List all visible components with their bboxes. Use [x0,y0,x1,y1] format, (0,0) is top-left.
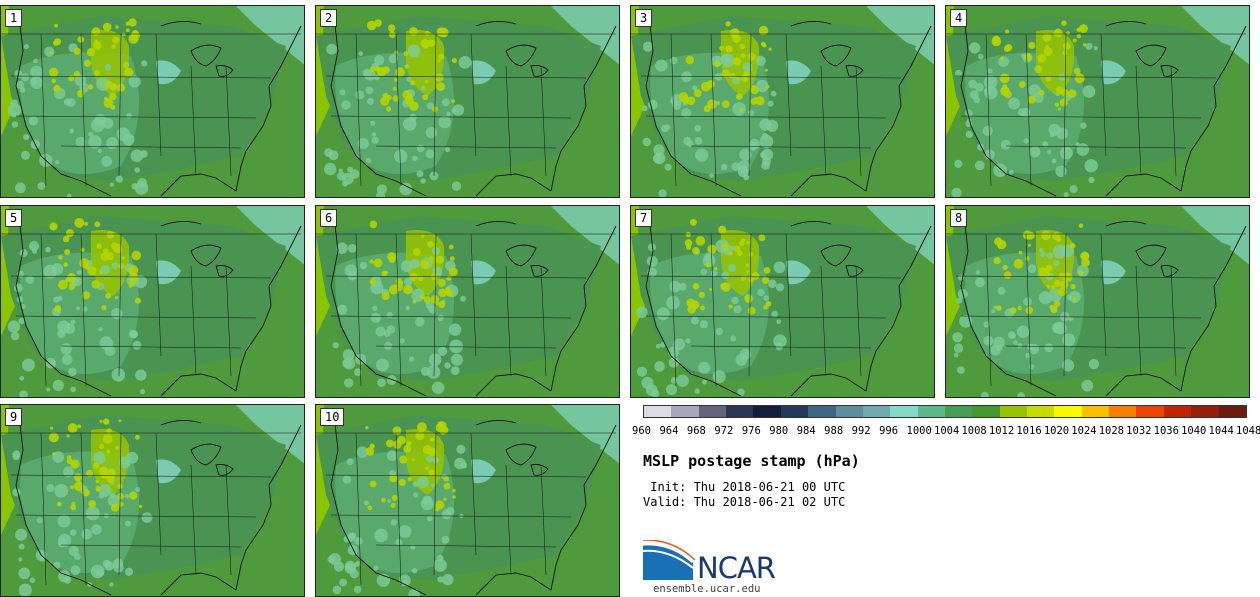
member-label: 8 [950,209,968,227]
colorbar-tick-label: 1004 [934,425,960,437]
member-map-8: 8 [945,205,1250,398]
colorbar-tick-label: 972 [714,425,734,437]
colorbar-ticks: 960 964 968 972 976 980 984 988 992 996 1000 1004 10… [631,425,1260,439]
colorbar-swatch [698,406,727,417]
member-map-4: 4 [945,5,1250,198]
colorbar-tick-label: 980 [769,425,789,437]
member-label: 6 [320,209,338,227]
colorbar-swatch [726,406,754,417]
member-label: 2 [320,9,338,27]
colorbar-swatch [1191,406,1219,417]
colorbar [643,405,1247,418]
member-label: 5 [5,209,23,227]
colorbar-tick-label: 964 [659,425,679,437]
colorbar-swatch [1027,406,1055,417]
init-time: Init: Thu 2018-06-21 00 UTC [643,480,846,494]
colorbar-tick-label: 1016 [1016,425,1042,437]
colorbar-tick-label: 984 [796,425,816,437]
colorbar-tick-label: 960 [632,425,651,437]
colorbar-swatch [1136,406,1164,417]
member-map-2: 2 [315,5,620,198]
member-map-7: 7 [630,205,935,398]
colorbar-tick-label: 1032 [1126,425,1152,437]
colorbar-tick-label: 1020 [1043,425,1070,437]
colorbar-swatch [753,406,781,417]
colorbar-swatch [780,406,809,417]
member-label: 4 [950,9,968,27]
colorbar-swatch [1163,406,1192,417]
member-label: 1 [5,9,23,27]
member-map-3: 3 [630,5,935,198]
colorbar-tick-label: 996 [879,425,899,437]
ncar-logo-text: NCAR [697,551,776,585]
member-map-10: 10 [315,404,620,597]
member-map-5: 5 [0,205,305,398]
colorbar-tick-label: 1040 [1181,425,1207,437]
colorbar-tick-label: 1036 [1153,425,1179,437]
colorbar-swatch [808,406,836,417]
colorbar-swatch [1081,406,1110,417]
colorbar-tick-label: 1000 [906,425,932,437]
website-url: ensemble.ucar.edu [653,583,761,595]
colorbar-swatch [890,406,918,417]
colorbar-swatch [972,406,1000,417]
colorbar-swatch [999,406,1028,417]
colorbar-swatch [944,406,973,417]
time-info: Init: Thu 2018-06-21 00 UTC Valid: Thu 2… [643,480,845,510]
colorbar-swatch [1109,406,1137,417]
member-map-1: 1 [0,5,305,198]
colorbar-swatch [835,406,863,417]
colorbar-swatch [644,406,672,417]
colorbar-tick-label: 1024 [1071,425,1097,437]
colorbar-tick-label: 1012 [988,425,1015,437]
member-map-6: 6 [315,205,620,398]
member-label: 3 [635,9,653,27]
ncar-logo-icon [643,540,696,580]
plot-title: MSLP postage stamp (hPa) [643,452,860,470]
colorbar-swatch [1054,406,1082,417]
colorbar-tick-label: 1008 [961,425,987,437]
colorbar-swatch [862,406,891,417]
colorbar-swatch [671,406,699,417]
member-label: 9 [5,408,23,426]
colorbar-tick-label: 1028 [1098,425,1125,437]
colorbar-swatch [917,406,945,417]
colorbar-tick-label: 976 [741,425,761,437]
colorbar-tick-label: 1044 [1208,425,1234,437]
colorbar-tick-label: 1048 [1236,425,1260,437]
member-label: 7 [635,209,653,227]
valid-time: Valid: Thu 2018-06-21 02 UTC [643,495,846,509]
colorbar-tick-label: 992 [851,425,871,437]
colorbar-swatch [1218,406,1246,417]
colorbar-tick-label: 988 [824,425,844,437]
member-map-9: 9 [0,404,305,597]
member-label: 10 [320,408,345,426]
colorbar-tick-label: 968 [686,425,706,437]
